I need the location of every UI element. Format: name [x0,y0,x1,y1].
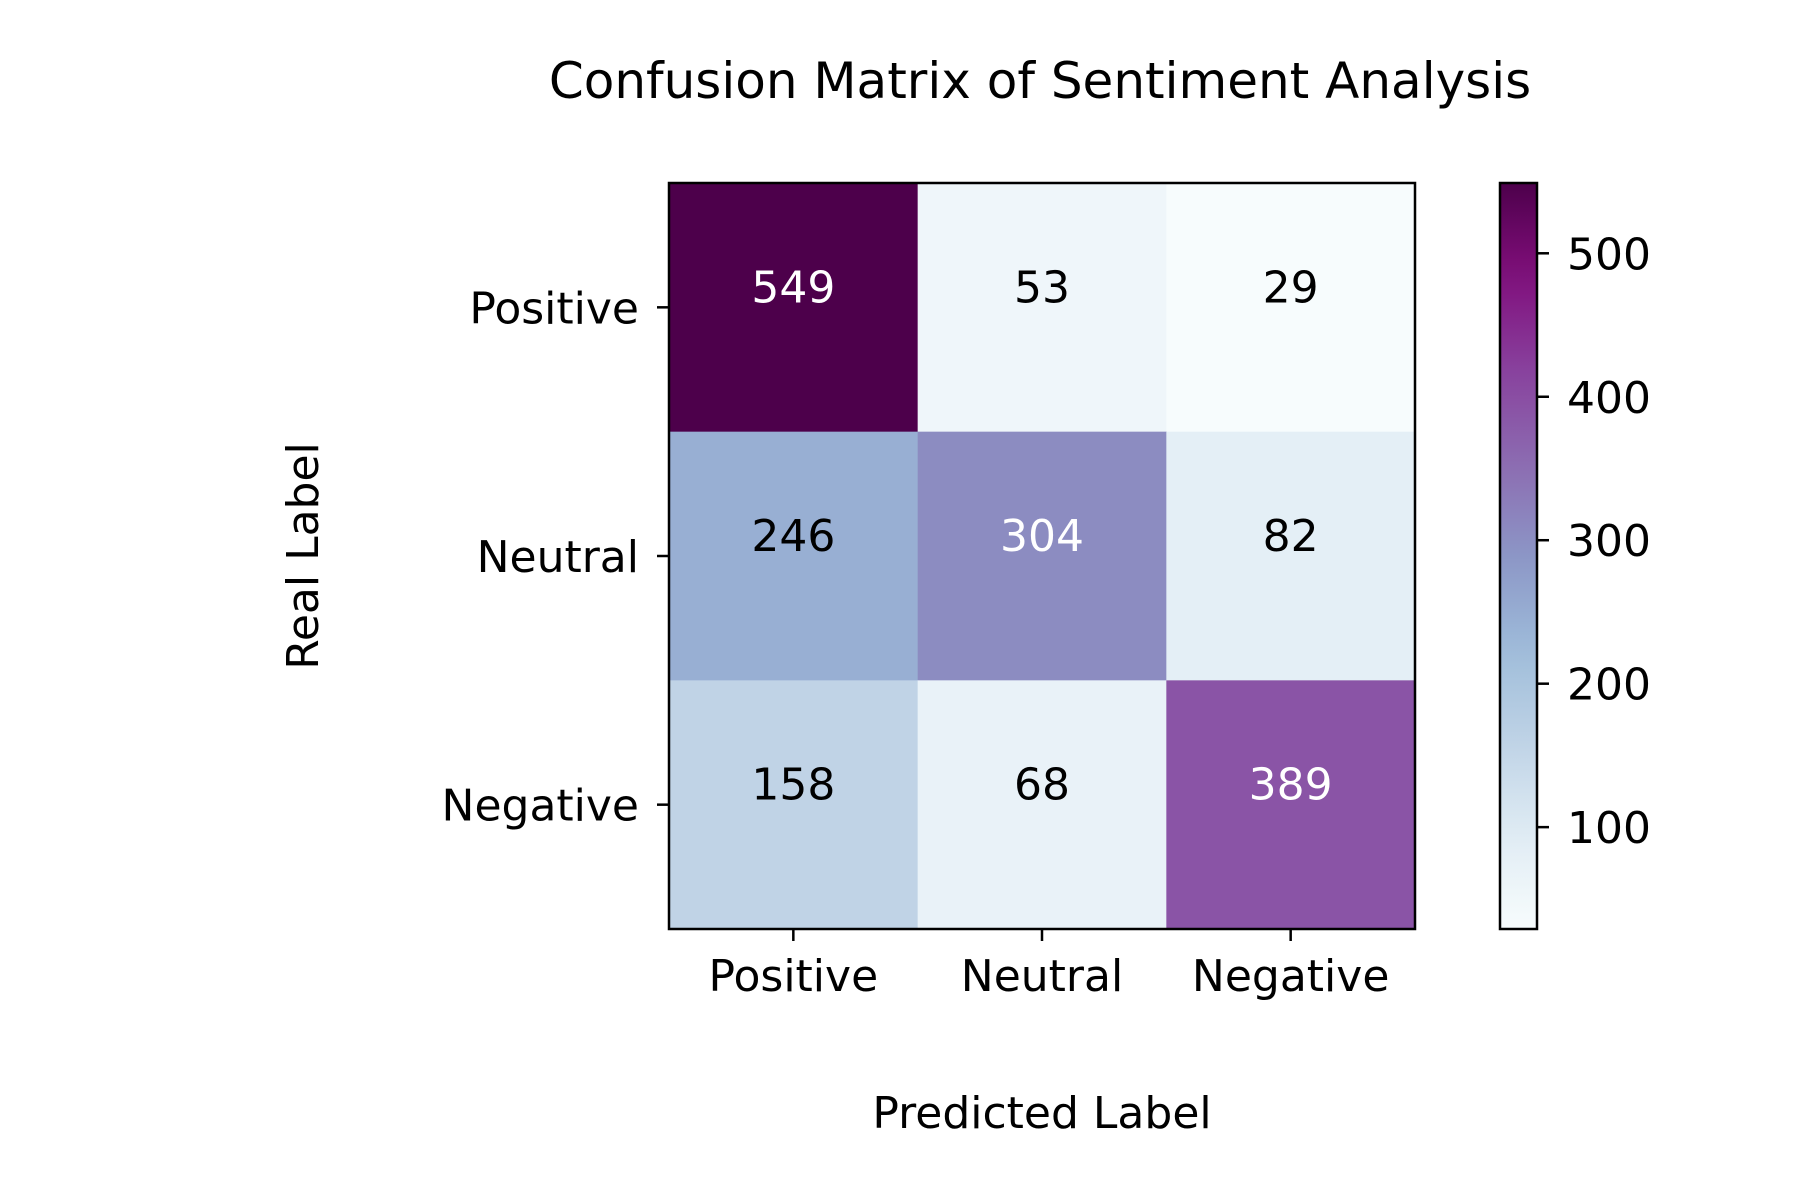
y-axis-ticks: Positive Neutral Negative [442,283,669,832]
colorbar-ticks: 100 200 300 400 500 [1537,229,1651,854]
heatmap-cell [1166,431,1416,681]
x-tick-label: Negative [1192,951,1389,1002]
colorbar-tick-label: 100 [1567,803,1651,854]
heatmap-cell-labels: 549 53 29 246 304 82 158 68 389 [751,262,1332,810]
cell-value-label: 304 [1000,511,1084,562]
heatmap-cell [917,183,1167,433]
heatmap-cell [917,680,1167,930]
x-tick-label: Neutral [961,951,1123,1002]
heatmap-cell [669,680,919,930]
cell-value-label: 389 [1249,760,1333,811]
y-tick-label: Neutral [477,532,639,583]
y-tick-label: Positive [469,283,639,334]
x-axis-label: Predicted Label [872,1088,1211,1139]
cell-value-label: 158 [751,760,835,811]
heatmap-cell [1166,680,1416,930]
cell-value-label: 53 [1014,262,1070,313]
heatmap-cell [669,431,919,681]
heatmap-cell [669,183,919,433]
colorbar-tick-label: 300 [1567,516,1651,567]
chart-title: Confusion Matrix of Sentiment Analysis [549,52,1531,110]
colorbar-tick-label: 200 [1567,660,1651,711]
y-tick-label: Negative [442,781,639,832]
colorbar-tick-label: 500 [1567,229,1651,280]
cell-value-label: 82 [1263,511,1319,562]
heatmap-cell [1166,183,1416,433]
colorbar [1498,181,1539,931]
cell-value-label: 68 [1014,760,1070,811]
x-axis-ticks: Positive Neutral Negative [709,929,1389,1002]
cell-value-label: 246 [751,511,835,562]
x-tick-label: Positive [709,951,879,1002]
heatmap-cells [669,183,1416,930]
heatmap-cell [917,431,1167,681]
cell-value-label: 549 [751,262,835,313]
colorbar-tick-label: 400 [1567,373,1651,424]
y-axis-label: Real Label [278,442,329,670]
cell-value-label: 29 [1263,262,1319,313]
